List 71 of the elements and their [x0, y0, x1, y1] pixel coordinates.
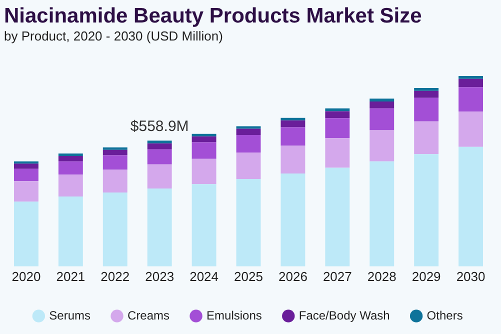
bar: [102, 150, 128, 156]
bar: [147, 188, 172, 266]
bar: [414, 90, 439, 98]
bar: [14, 168, 38, 182]
bar: [458, 87, 483, 112]
bar: [102, 147, 128, 150]
bar: [192, 134, 216, 136]
bar: [370, 98, 394, 102]
bar: [325, 111, 350, 118]
bar: [58, 161, 83, 175]
bar: [280, 127, 306, 146]
bar: [192, 142, 216, 159]
bar: [414, 154, 439, 266]
bar: [58, 196, 83, 266]
chart-subtitle: by Product, 2020 - 2030 (USD Million): [4, 28, 223, 44]
bar: [236, 126, 261, 129]
bar: [102, 155, 128, 170]
bar: [414, 88, 439, 91]
bar: [236, 128, 261, 136]
bar: [414, 98, 439, 122]
bar: [458, 112, 483, 147]
legend-label: Others: [426, 308, 463, 322]
bar: [370, 130, 394, 162]
bar: [325, 168, 350, 266]
bar: [14, 202, 38, 266]
bar: [280, 120, 306, 128]
bar: [147, 149, 172, 164]
bar: [147, 140, 172, 144]
bar: [280, 174, 306, 266]
bar: [458, 76, 483, 79]
x-tick-label: 2026: [278, 268, 308, 284]
bar: [236, 179, 261, 266]
bar: [14, 164, 38, 169]
bar: [147, 143, 172, 150]
bar: [102, 170, 128, 193]
bar: [192, 184, 216, 266]
bar: [370, 161, 394, 266]
annotation: $558.9M: [130, 118, 189, 136]
legend-label: Emulsions: [206, 308, 262, 322]
x-tick-label: 2020: [12, 268, 41, 284]
bar: [192, 136, 216, 142]
bar: [58, 156, 83, 162]
bar: [458, 78, 483, 88]
bar: [370, 108, 394, 130]
x-tick-label: 2025: [234, 268, 263, 284]
bar: [414, 121, 439, 154]
x-tick-label: 2024: [190, 268, 219, 284]
legend-label: Face/Body Wash: [298, 308, 390, 322]
x-tick-label: 2021: [56, 268, 86, 284]
x-tick-label: 2028: [367, 268, 396, 284]
bar: [58, 174, 83, 197]
bar: [458, 146, 483, 266]
bar: [14, 181, 38, 202]
bar: [325, 138, 350, 168]
x-tick-label: 2022: [100, 268, 130, 284]
x-tick-label: 2030: [456, 268, 486, 284]
x-tick-label: 2029: [412, 268, 441, 284]
bar: [236, 152, 261, 180]
legend-label: Serums: [49, 308, 91, 322]
legend-label: Creams: [128, 308, 170, 322]
chart-title: Niacinamide Beauty Products Market Size: [4, 4, 422, 28]
bar: [325, 118, 350, 138]
bar: [147, 164, 172, 189]
bar: [102, 192, 128, 266]
bar: [370, 102, 394, 108]
bar: [236, 135, 261, 153]
x-tick-label: 2027: [322, 268, 352, 284]
bar: [280, 118, 306, 120]
bar: [192, 158, 216, 184]
x-tick-label: 2023: [145, 268, 174, 284]
bar: [280, 146, 306, 174]
